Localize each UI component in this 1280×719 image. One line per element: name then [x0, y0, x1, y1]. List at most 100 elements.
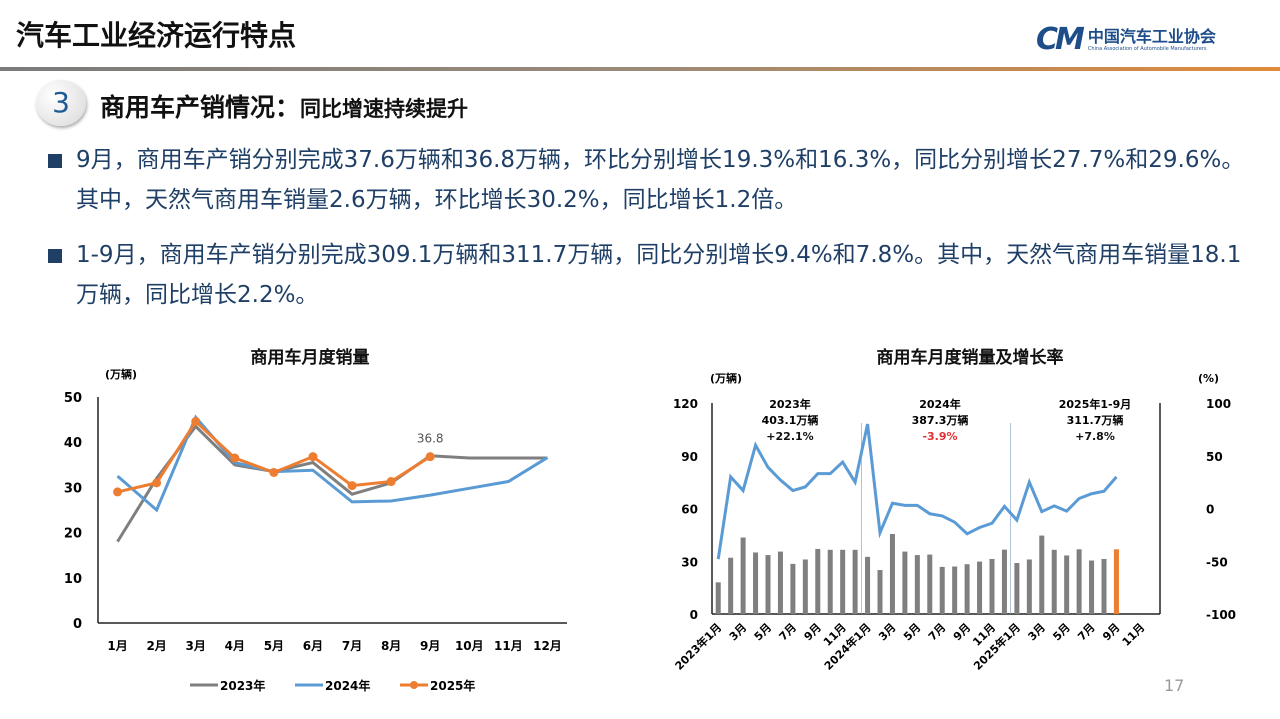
- sales-bar: [865, 556, 871, 614]
- sales-bar: [1051, 549, 1057, 614]
- y-tick-label: 0: [73, 617, 82, 632]
- logo-en: China Association of Automobile Manufact…: [1087, 45, 1207, 52]
- sales-bar: [852, 549, 858, 614]
- annotation-total: 311.7万辆: [1067, 413, 1124, 427]
- x-tick-label: 5月: [264, 639, 284, 653]
- data-point: [113, 487, 123, 497]
- right-axis-unit: (%): [1198, 372, 1219, 385]
- legend-marker: [410, 681, 418, 689]
- sales-bar: [989, 558, 995, 614]
- x-tick-label: 7月: [926, 621, 948, 643]
- annotation-growth: +7.8%: [1075, 430, 1115, 443]
- x-tick-label: 5月: [752, 621, 774, 643]
- page-title: 汽车工业经济运行特点: [16, 19, 297, 52]
- sales-bar: [877, 570, 883, 614]
- y-axis-unit: (万辆): [105, 367, 137, 381]
- x-tick-label: 3月: [876, 621, 898, 643]
- annotation-year: 2024年: [919, 397, 961, 411]
- sales-bar: [790, 563, 796, 614]
- left-tick-label: 30: [681, 555, 698, 569]
- section-number: 3: [36, 80, 86, 126]
- y-tick-label: 40: [64, 436, 82, 451]
- legend-label: 2023年: [220, 678, 265, 693]
- series-line-2025年: [117, 419, 432, 494]
- left-axis-unit: (万辆): [710, 371, 742, 385]
- sales-bar: [1026, 559, 1032, 614]
- y-tick-label: 10: [64, 572, 82, 587]
- data-point: [386, 477, 396, 487]
- annotation-total: 387.3万辆: [912, 413, 969, 427]
- logo: CM 中国汽车工业协会 China Association of Automob…: [1036, 22, 1216, 57]
- sales-bar: [715, 582, 721, 614]
- x-tick-label: 1月: [107, 639, 127, 653]
- sales-bar: [802, 559, 808, 614]
- sales-bar: [815, 548, 821, 614]
- data-point: [152, 478, 162, 488]
- right-tick-label: 100: [1206, 397, 1231, 411]
- sales-bar: [827, 549, 833, 614]
- growth-line: [716, 423, 1118, 560]
- left-tick-label: 90: [681, 450, 698, 464]
- header-divider: [0, 67, 1280, 71]
- x-tick-label: 11月: [1120, 621, 1148, 649]
- right-tick-label: -50: [1206, 555, 1228, 569]
- data-point: [347, 481, 357, 491]
- logo-cn: 中国汽车工业协会: [1087, 26, 1216, 46]
- annotation-year: 2025年1-9月: [1059, 397, 1132, 411]
- annotation-growth: -3.9%: [922, 430, 957, 443]
- x-tick-label: 4月: [225, 639, 245, 653]
- sales-bar: [765, 555, 771, 614]
- y-tick-label: 20: [64, 527, 82, 542]
- sales-bar: [753, 552, 759, 614]
- bullet-2: 1-9月，商用车产销分别完成309.1万辆和311.7万辆，同比分别增长9.4%…: [48, 235, 1248, 315]
- sales-bar: [952, 566, 958, 614]
- sales-bar: [840, 549, 846, 614]
- sales-bar: [1014, 563, 1020, 614]
- section-title: 商用车产销情况：同比增速持续提升: [100, 88, 468, 124]
- annotation-total: 403.1万辆: [762, 413, 819, 427]
- x-tick-label: 11月: [494, 639, 523, 653]
- x-tick-label: 9月: [420, 639, 440, 653]
- x-tick-label: 3月: [727, 621, 749, 643]
- left-tick-label: 120: [673, 397, 698, 411]
- x-tick-label: 8月: [381, 639, 401, 653]
- chart2-title: 商用车月度销量及增长率: [876, 348, 1064, 368]
- sales-bar: [1039, 535, 1045, 614]
- sales-bar: [914, 555, 920, 614]
- annotation-growth: +22.1%: [766, 430, 813, 443]
- x-tick-label: 3月: [186, 639, 206, 653]
- sales-bar: [977, 561, 983, 614]
- x-tick-label: 5月: [901, 621, 923, 643]
- sales-bar: [927, 554, 933, 614]
- x-tick-label: 2月: [146, 639, 166, 653]
- sales-bar: [1089, 560, 1095, 614]
- data-point: [269, 467, 279, 477]
- sales-bar: [964, 564, 970, 614]
- right-tick-label: -100: [1206, 608, 1236, 622]
- data-point: [308, 452, 318, 462]
- sales-bar: [889, 533, 895, 614]
- sales-bar: [1076, 549, 1082, 614]
- section-subtitle: 同比增速持续提升: [300, 97, 469, 121]
- right-tick-label: 50: [1206, 450, 1223, 464]
- legend-label: 2024年: [325, 678, 370, 693]
- sales-bar: [1064, 555, 1070, 614]
- legend-label: 2025年: [430, 678, 475, 693]
- sales-bar: [1001, 549, 1007, 614]
- x-tick-label: 6月: [303, 639, 323, 653]
- sales-bar: [902, 551, 908, 614]
- sales-bar: [740, 537, 746, 614]
- annotation-year: 2023年: [769, 397, 811, 411]
- x-tick-label: 12月: [533, 639, 562, 653]
- chart1-svg: (万辆) 0 10 20 30 40 50 1月 2月 3月 4月 5月 6月 7月 8月 9月 10月 11月 1…: [64, 367, 567, 693]
- data-point: [425, 452, 435, 462]
- x-tick-label: 10月: [455, 639, 484, 653]
- data-label: 36.8: [417, 432, 444, 446]
- y-tick-label: 50: [64, 391, 82, 406]
- chart1-title: 商用车月度销量: [250, 348, 370, 368]
- sales-bar: [1101, 558, 1107, 614]
- data-point: [230, 453, 240, 463]
- page-number: 17: [1164, 676, 1185, 695]
- right-tick-label: 0: [1206, 503, 1214, 517]
